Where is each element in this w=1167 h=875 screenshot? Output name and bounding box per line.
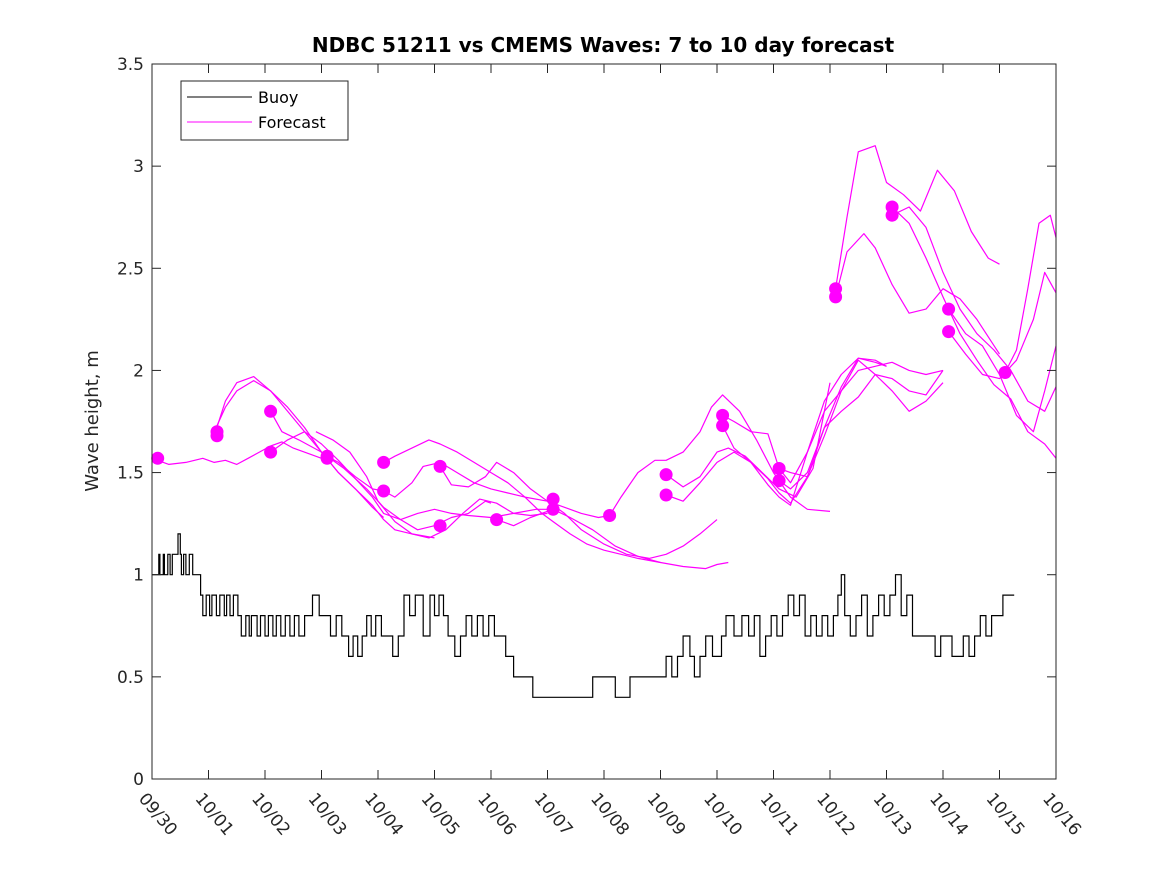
forecast-series-group [151,145,1057,570]
buoy-line [152,533,1015,698]
y-tick-label: 0.5 [117,668,144,688]
forecast-marker [659,468,673,482]
y-tick-label: 3.5 [117,55,144,75]
forecast-markers [151,200,1012,533]
forecast-marker [942,302,956,316]
y-tick-label: 2 [133,361,144,381]
forecast-marker [433,519,447,533]
forecast-marker [433,459,447,473]
forecast-marker [264,404,278,418]
forecast-marker [659,488,673,502]
buoy-series [152,533,1015,698]
forecast-line-16 [778,359,944,478]
forecast-line-22 [948,308,1057,433]
forecast-line-21 [891,206,1057,412]
y-tick-label: 2.5 [117,259,144,279]
forecast-marker [829,290,843,304]
forecast-line-4 [270,411,492,531]
forecast-line-20 [891,206,1057,459]
forecast-marker [377,484,391,498]
forecast-line-7 [315,431,548,539]
forecast-marker [320,451,334,465]
forecast-line-17 [778,357,887,490]
forecast-line-13 [665,357,887,506]
forecast-marker [998,366,1012,379]
forecast-marker [377,455,391,469]
y-tick-label: 1.5 [117,464,144,484]
legend-forecast-label: Forecast [258,113,326,132]
forecast-line-19 [835,145,1000,289]
forecast-line-11 [609,394,831,516]
forecast-line-8 [383,439,661,564]
forecast-marker [716,419,730,433]
forecast-marker [546,492,560,506]
chart-title: NDBC 51211 vs CMEMS Waves: 7 to 10 day f… [312,33,895,57]
forecast-marker [772,474,786,488]
forecast-line-10 [496,508,729,570]
legend-box [180,80,349,141]
forecast-marker [210,429,224,443]
y-axis-ticks: 0 0.5 1 1.5 2 2.5 3 3.5 [117,55,1056,790]
forecast-marker [942,325,956,339]
forecast-marker [603,509,617,522]
y-tick-label: 1 [133,566,144,586]
forecast-line-1 [151,441,322,465]
forecast-marker [264,445,278,459]
forecast-line-12 [665,382,831,498]
plot-area [152,64,1056,779]
y-tick-label: 3 [133,157,144,177]
forecast-marker [716,408,730,422]
forecast-line-24 [1004,214,1057,373]
forecast-line-9 [439,461,718,560]
forecast-marker [546,502,560,516]
legend-buoy-label: Buoy [258,88,298,107]
forecast-marker [772,462,786,475]
forecast-marker [151,451,165,465]
y-tick-label: 0 [133,770,144,790]
forecast-line-18 [835,233,1001,355]
legend: Buoy Forecast [180,80,349,141]
y-axis-label: Wave height, m [82,350,103,491]
forecast-line-15 [722,361,944,484]
forecast-marker [885,208,899,222]
forecast-marker [490,513,504,527]
